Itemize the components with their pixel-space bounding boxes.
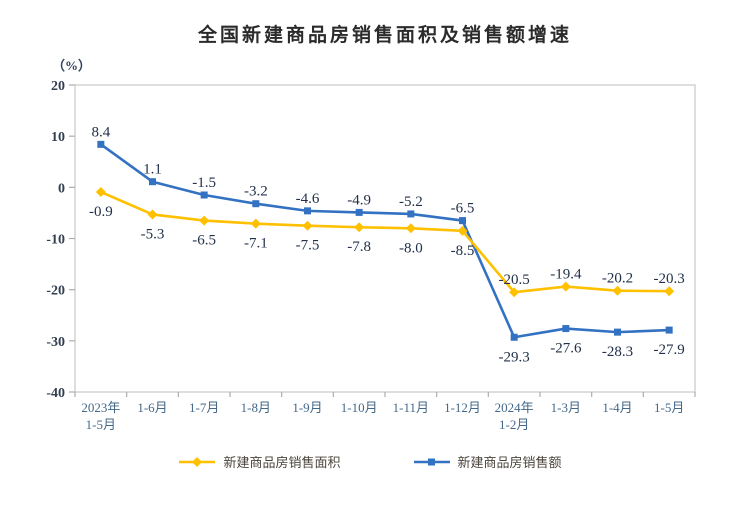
series-marker-square [355, 208, 363, 216]
data-label: -7.5 [296, 238, 320, 254]
data-label: 1.1 [143, 162, 162, 178]
data-label: -27.6 [550, 341, 582, 357]
y-axis-tick-label: -10 [46, 233, 65, 248]
series-marker-diamond [509, 287, 520, 298]
series-marker-square [304, 207, 311, 215]
series-marker-square [200, 191, 208, 199]
data-label: -20.2 [602, 271, 633, 287]
series-marker-diamond [457, 225, 468, 236]
series-marker-diamond [199, 215, 210, 226]
x-axis-tick-label: 1-6月 [137, 400, 167, 415]
data-label: -6.5 [192, 233, 216, 249]
series-marker-square [97, 140, 105, 148]
x-axis-tick-label: 1-11月 [393, 400, 429, 415]
data-label: -4.6 [296, 191, 320, 207]
data-label: -20.3 [654, 271, 685, 287]
x-axis-tick-label: 1-8月 [241, 400, 271, 415]
series-marker-square [510, 333, 518, 341]
data-label: -27.9 [654, 342, 685, 358]
data-label: -0.9 [89, 204, 113, 220]
data-label: -4.9 [347, 192, 371, 208]
y-axis-unit-label: （%） [52, 58, 92, 73]
series-marker-square [665, 326, 673, 334]
x-axis-tick-label: 1-12月 [444, 400, 481, 415]
data-label: 8.4 [91, 124, 110, 140]
series-marker-diamond [95, 186, 106, 197]
data-label: -7.1 [244, 236, 268, 252]
legend-item-sales-area: 新建商品房销售面积 [178, 452, 341, 471]
legend-marker-diamond [192, 456, 203, 467]
x-axis-tick-label: 2024年 [495, 400, 534, 415]
data-label: -5.3 [141, 226, 165, 242]
y-axis-tick-label: -20 [46, 284, 65, 299]
legend-item-label: 新建商品房销售面积 [223, 455, 341, 470]
x-axis-tick-label: 2023年 [81, 400, 120, 415]
legend-item-label: 新建商品房销售额 [457, 455, 562, 470]
legend-item-sales-value: 新建商品房销售额 [413, 452, 562, 471]
series-marker-square [614, 328, 621, 336]
y-axis-tick-label: -40 [46, 386, 65, 401]
series-marker-diamond [405, 223, 416, 234]
data-label: -28.3 [602, 344, 633, 360]
series-line-sales-area [99, 190, 671, 294]
data-label: -20.5 [499, 272, 530, 288]
x-axis-tick-label: 1-10月 [341, 400, 378, 415]
x-axis-tick-label: 1-4月 [602, 400, 632, 415]
data-label: -3.2 [244, 184, 268, 200]
series-marker-square [149, 178, 156, 186]
x-axis-tick-label: 1-3月 [551, 400, 581, 415]
data-label: -8.5 [451, 243, 475, 259]
series-marker-diamond [664, 286, 675, 297]
chart-title: 全国新建商品房销售面积及销售额增速 [197, 25, 572, 46]
data-label: -1.5 [192, 175, 216, 191]
chart-legend: 新建商品房销售面积 新建商品房销售额 [0, 452, 740, 471]
x-axis-tick-label: 1-7月 [189, 400, 219, 415]
legend-sales-value-line-icon [413, 458, 450, 465]
y-axis-tick-label: 20 [51, 79, 65, 94]
series-marker-diamond [147, 209, 158, 220]
series-marker-diamond [354, 222, 365, 233]
data-label: -5.2 [399, 194, 423, 210]
data-label: -19.4 [550, 267, 582, 283]
legend-marker-square [427, 458, 435, 465]
y-axis-tick-label: 10 [51, 130, 65, 145]
x-axis-tick-label: 1-5月 [86, 417, 116, 432]
y-axis-tick-label: -30 [46, 335, 65, 350]
data-label: -7.8 [347, 239, 371, 255]
legend-sales-area-line-icon [179, 456, 216, 467]
series-marker-square [459, 217, 466, 225]
series-line-sales-value [99, 143, 671, 339]
y-axis-tick-label: 0 [58, 181, 65, 196]
series-marker-diamond [250, 218, 261, 229]
series-marker-diamond [302, 220, 313, 231]
x-axis-tick-label: 1-5月 [654, 400, 684, 415]
data-label: -29.3 [499, 349, 530, 365]
data-label: -8.0 [399, 240, 423, 256]
x-axis-tick-label: 1-2月 [499, 417, 529, 432]
series-marker-square [407, 210, 415, 218]
chart-plot-svg: 20 10 0 -10 -20 -30 -40 2023年 1-5月 1-6月 1-7月 1-8月 1-… [46, 79, 696, 432]
x-axis-tick-label: 1-9月 [292, 400, 322, 415]
series-marker-diamond [560, 281, 571, 292]
data-label: -6.5 [451, 201, 475, 217]
series-marker-square [252, 200, 260, 208]
series-marker-square [562, 325, 570, 333]
series-marker-diamond [612, 285, 623, 296]
